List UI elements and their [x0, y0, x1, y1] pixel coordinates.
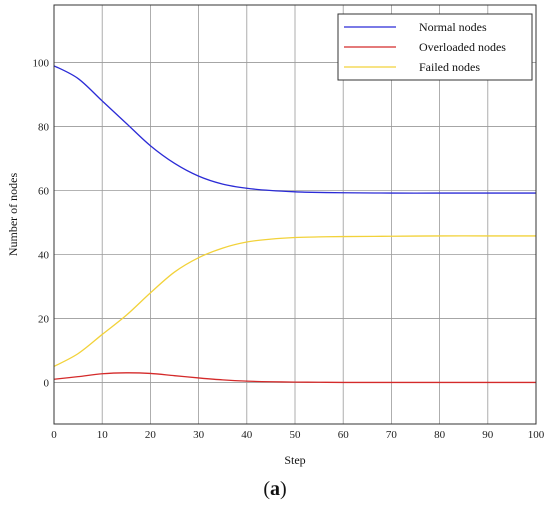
- legend-label: Normal nodes: [419, 20, 487, 34]
- y-tick-label: 80: [38, 122, 50, 134]
- caption-close: ): [280, 478, 287, 500]
- y-tick-label: 60: [38, 186, 50, 198]
- legend-label: Failed nodes: [419, 60, 480, 74]
- caption-letter: a: [270, 478, 280, 500]
- figure-caption: (a): [0, 478, 550, 501]
- y-tick-label: 20: [38, 313, 50, 325]
- x-tick-label: 70: [386, 429, 398, 441]
- series-line-overloaded-nodes: [53, 372, 536, 384]
- plot-frame: [53, 4, 537, 425]
- x-tick-label: 100: [528, 429, 545, 441]
- x-tick-label: 20: [145, 429, 157, 441]
- x-tick-label: 50: [290, 429, 302, 441]
- y-axis-title: Number of nodes: [6, 173, 20, 257]
- legend-label: Overloaded nodes: [419, 40, 506, 54]
- x-tick-label: 0: [51, 429, 57, 441]
- x-tick-label: 90: [482, 429, 494, 441]
- line-chart: 0 10 20 30 40 50 60 70 80 90 100 0 20 40 60 80 100 Step Nu…: [6, 4, 545, 467]
- y-tick-label: 100: [33, 58, 50, 70]
- series-line-normal-nodes: [53, 65, 536, 194]
- x-tick-label: 10: [97, 429, 109, 441]
- x-tick-label: 30: [193, 429, 205, 441]
- x-axis-title: Step: [284, 453, 305, 467]
- y-tick-label: 40: [38, 249, 50, 261]
- y-tick-label: 0: [44, 377, 50, 389]
- series-line-failed-nodes: [53, 235, 536, 368]
- x-tick-label: 60: [338, 429, 350, 441]
- x-tick-label: 80: [434, 429, 446, 441]
- caption-open: (: [263, 478, 270, 500]
- x-tick-label: 40: [241, 429, 253, 441]
